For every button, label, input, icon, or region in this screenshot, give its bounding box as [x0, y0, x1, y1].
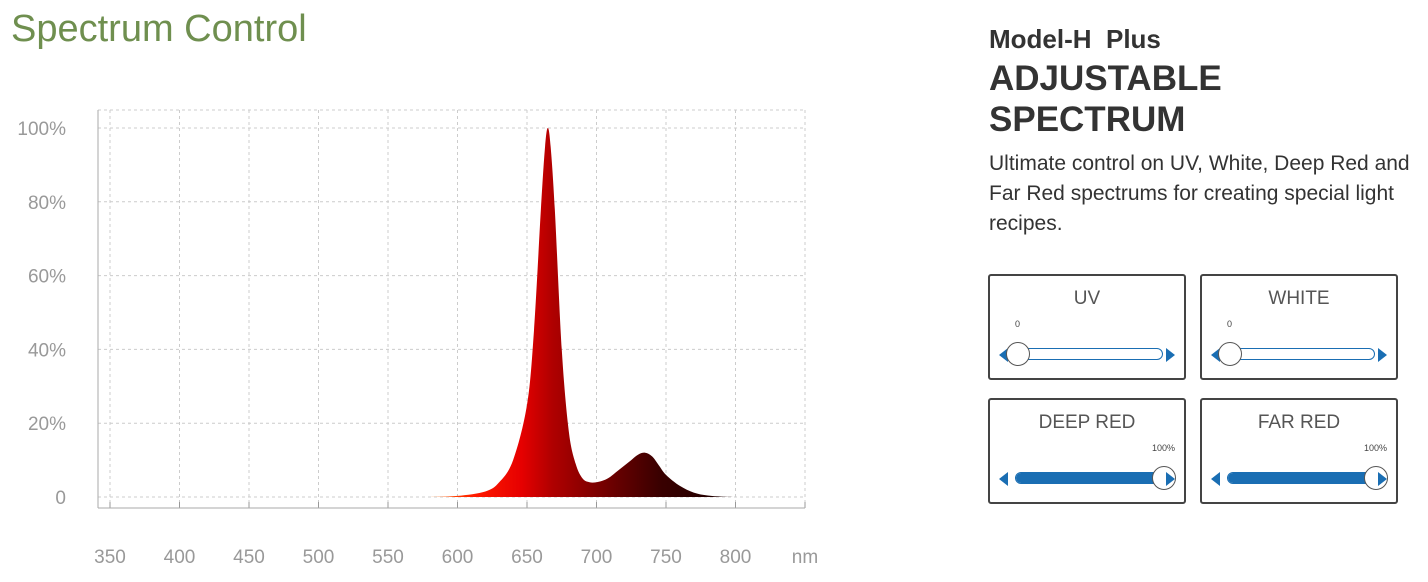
- far-red-label: FAR RED: [1257, 412, 1341, 433]
- x-tick-label: 400: [164, 547, 196, 568]
- y-tick-label: 60%: [28, 267, 66, 288]
- far-red-value: 100%: [1364, 443, 1388, 453]
- white-increase-arrow-icon[interactable]: [1378, 348, 1387, 362]
- white-value: 0: [1227, 319, 1233, 329]
- x-tick-label: 350: [94, 547, 126, 568]
- deep-red-decrease-arrow-icon[interactable]: [999, 472, 1008, 486]
- x-tick-label: 550: [372, 547, 404, 568]
- y-tick-label: 0: [55, 488, 66, 509]
- description: Ultimate control on UV, White, Deep Red …: [989, 152, 1410, 235]
- deep-red-slider-fill: [1016, 473, 1162, 483]
- x-tick-label: 500: [303, 547, 335, 568]
- uv-label: UV: [1073, 288, 1101, 309]
- x-tick-label: 750: [650, 547, 682, 568]
- x-tick-label: 700: [581, 547, 613, 568]
- far-red-slider-track[interactable]: [1227, 472, 1375, 484]
- y-tick-label: 20%: [28, 414, 66, 435]
- white-label: WHITE: [1268, 288, 1330, 309]
- x-tick-label: 800: [720, 547, 752, 568]
- x-axis-unit-label: nm: [792, 547, 818, 568]
- deep-red-increase-arrow-icon[interactable]: [1166, 472, 1175, 486]
- spectrum-area: [429, 128, 736, 497]
- deep-red-control: DEEP RED 100%: [988, 398, 1186, 504]
- uv-increase-arrow-icon[interactable]: [1166, 348, 1175, 362]
- page-title: Spectrum Control: [11, 8, 307, 50]
- white-control: WHITE 0: [1200, 274, 1398, 380]
- y-tick-label: 100%: [17, 119, 66, 140]
- uv-slider-track[interactable]: [1015, 348, 1163, 360]
- y-tick-label: 80%: [28, 193, 66, 214]
- deep-red-label: DEEP RED: [1038, 412, 1136, 433]
- deep-red-slider-track[interactable]: [1015, 472, 1163, 484]
- far-red-decrease-arrow-icon[interactable]: [1211, 472, 1220, 486]
- deep-red-value: 100%: [1152, 443, 1176, 453]
- headline: ADJUSTABLE SPECTRUM: [989, 59, 1222, 139]
- uv-control: UV 0: [988, 274, 1186, 380]
- model-name: Model-H Plus: [989, 24, 1161, 54]
- spectrum-chart: 0 20% 40% 60% 80% 100% 350 400 450 500 550 600 650 70…: [17, 109, 818, 568]
- far-red-control: FAR RED 100%: [1200, 398, 1398, 504]
- far-red-slider-fill: [1228, 473, 1374, 483]
- x-tick-label: 650: [511, 547, 543, 568]
- white-decrease-arrow-icon[interactable]: [1211, 348, 1220, 362]
- y-tick-label: 40%: [28, 340, 66, 361]
- far-red-increase-arrow-icon[interactable]: [1378, 472, 1387, 486]
- white-slider-handle[interactable]: [1218, 342, 1242, 366]
- white-slider-track[interactable]: [1227, 348, 1375, 360]
- x-tick-label: 600: [442, 547, 474, 568]
- uv-decrease-arrow-icon[interactable]: [999, 348, 1008, 362]
- uv-slider-handle[interactable]: [1006, 342, 1030, 366]
- uv-value: 0: [1015, 319, 1021, 329]
- x-tick-label: 450: [233, 547, 265, 568]
